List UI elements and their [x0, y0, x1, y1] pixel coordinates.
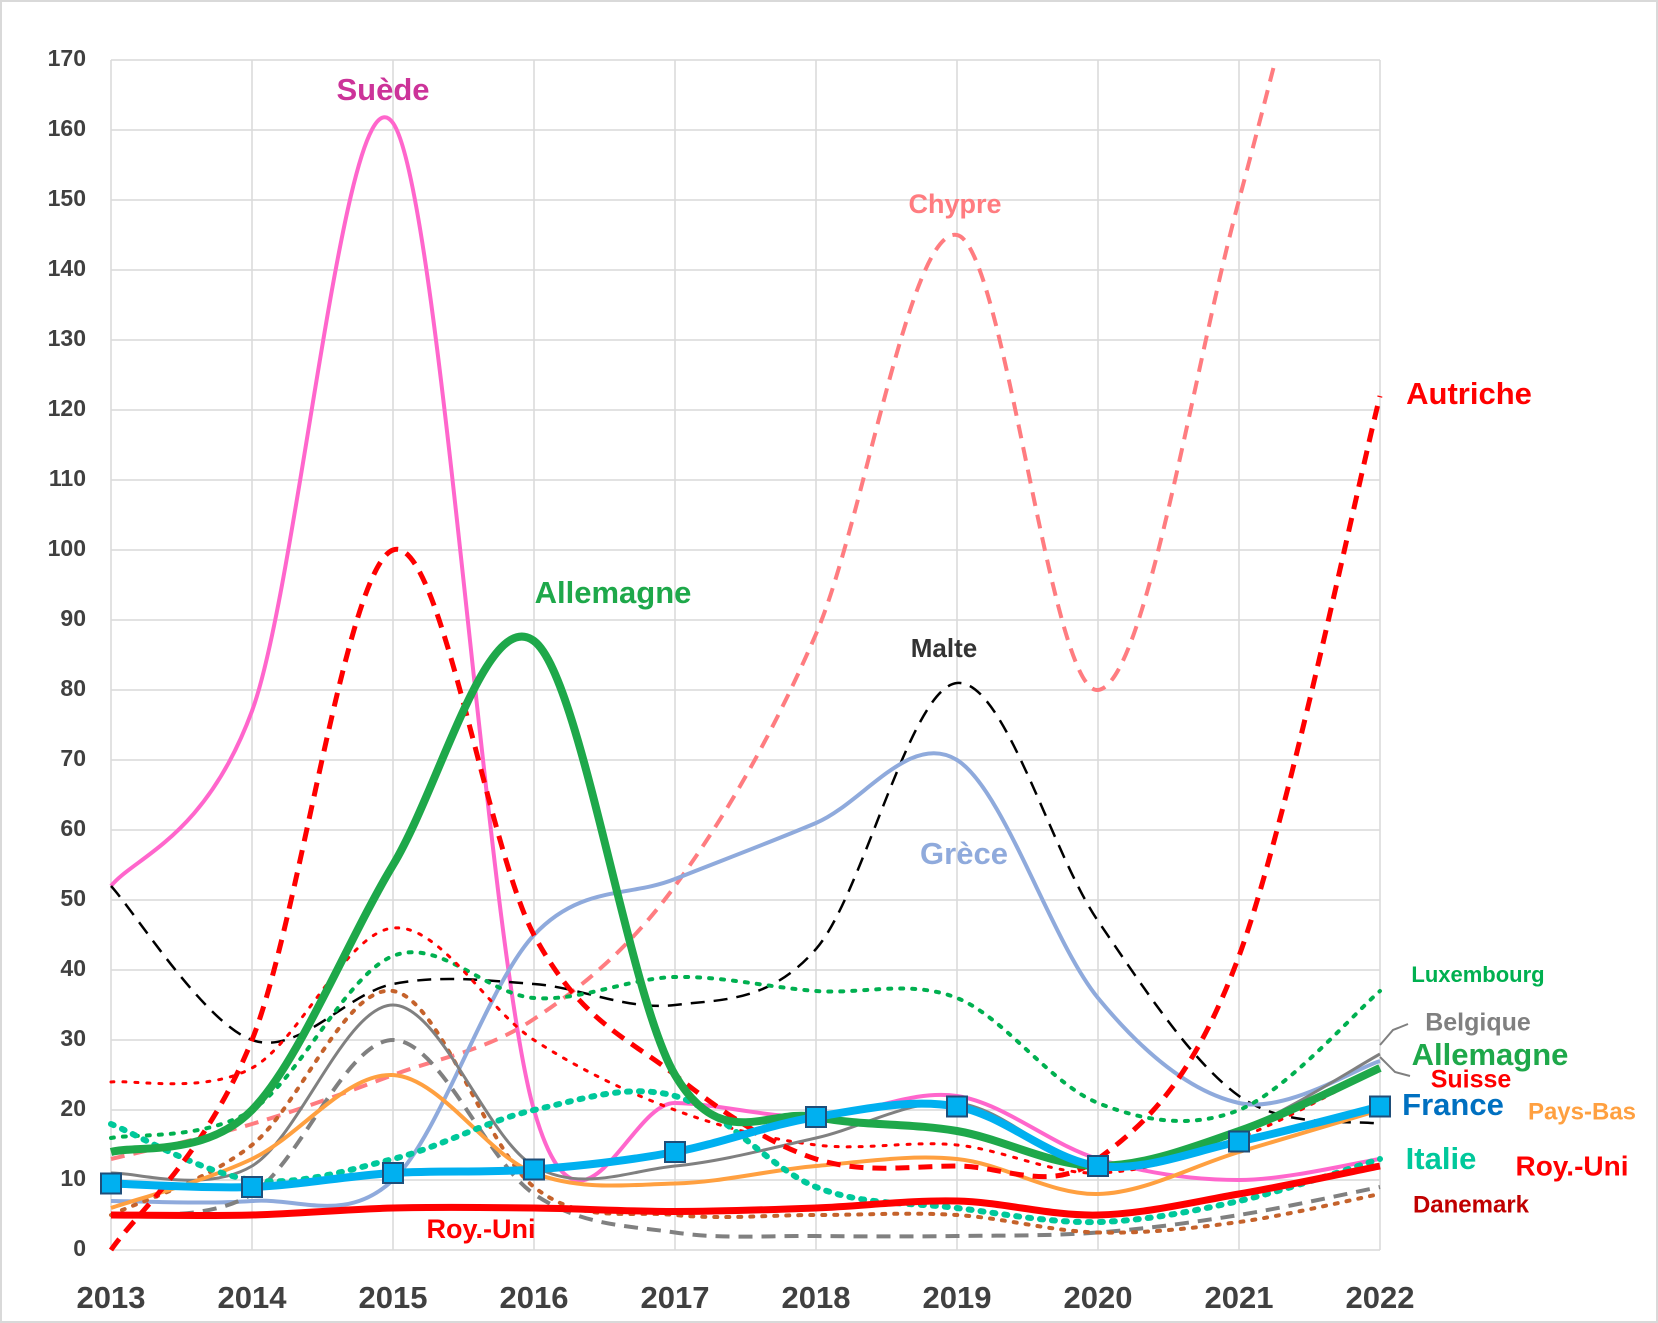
series-label: Autriche	[1406, 376, 1532, 411]
marker	[1228, 1130, 1250, 1153]
series-label: Malte	[911, 633, 977, 663]
series-label: Roy.-Uni	[1515, 1150, 1628, 1181]
marker	[382, 1162, 404, 1184]
marker	[241, 1176, 263, 1198]
series-label: France	[1402, 1087, 1504, 1122]
x-tick-label: 2013	[77, 1280, 146, 1315]
x-tick-label: 2015	[359, 1280, 428, 1315]
y-tick-label: 80	[60, 675, 86, 701]
line-series	[108, 395, 1383, 1252]
marker	[100, 1172, 122, 1195]
series-label: Danemark	[1413, 1191, 1530, 1218]
x-tick-label: 2019	[923, 1280, 992, 1315]
x-tick-label: 2018	[782, 1280, 851, 1315]
line-series	[110, 681, 1381, 1126]
x-tick-label: 2017	[641, 1280, 710, 1315]
leader-line	[1379, 1056, 1411, 1077]
y-tick-label: 40	[60, 955, 86, 981]
y-tick-label: 140	[48, 255, 86, 281]
y-tick-label: 60	[60, 815, 86, 841]
series-label: Suisse	[1431, 1066, 1512, 1094]
line-series	[110, 1037, 1381, 1239]
series-label: Italie	[1406, 1141, 1477, 1176]
y-tick-label: 20	[60, 1095, 86, 1121]
series-label: Allemagne	[535, 575, 692, 610]
y-tick-label: 160	[48, 115, 86, 141]
x-tick-label: 2014	[218, 1280, 288, 1315]
line-series	[109, 950, 1382, 1140]
marker	[946, 1095, 968, 1118]
y-tick-label: 130	[48, 325, 86, 351]
y-tick-label: 120	[48, 395, 86, 421]
series-label: Luxembourg	[1411, 962, 1544, 987]
marker	[1369, 1095, 1391, 1118]
x-tick-label: 2016	[500, 1280, 569, 1315]
marker	[523, 1158, 545, 1181]
line-series	[108, 1088, 1383, 1226]
x-tick-label: 2020	[1064, 1280, 1133, 1315]
series-label: Belgique	[1425, 1009, 1531, 1037]
series-label: Allemagne	[1412, 1037, 1569, 1072]
marker	[805, 1106, 827, 1128]
x-tick-label: 2022	[1346, 1280, 1415, 1315]
line-series	[109, 926, 1382, 1175]
line-series	[110, 1162, 1381, 1220]
y-tick-label: 110	[49, 465, 86, 491]
series-label: Roy.-Uni	[427, 1214, 536, 1244]
line-series	[110, 1072, 1381, 1210]
series-label: Grèce	[920, 836, 1008, 871]
y-tick-label: 150	[48, 185, 86, 211]
series-label: Suède	[336, 72, 429, 107]
y-tick-label: 30	[60, 1025, 86, 1051]
marker	[664, 1141, 686, 1163]
x-tick-label: 2021	[1205, 1280, 1274, 1315]
y-tick-label: 90	[60, 605, 86, 631]
y-tick-label: 170	[48, 45, 86, 71]
line-series	[110, 1099, 1381, 1192]
series-label: Chypre	[908, 189, 1001, 219]
y-tick-label: 0	[73, 1235, 86, 1261]
series-label: Pays-Bas	[1528, 1098, 1636, 1125]
plot-area	[108, 60, 1383, 1252]
y-tick-label: 10	[60, 1165, 86, 1191]
leader-line	[1379, 1023, 1409, 1046]
line-series	[110, 751, 1381, 1208]
y-tick-label: 70	[60, 745, 86, 771]
marker	[1087, 1155, 1109, 1177]
line-series	[109, 988, 1382, 1235]
y-tick-label: 50	[60, 885, 86, 911]
y-tick-label: 100	[48, 535, 86, 561]
